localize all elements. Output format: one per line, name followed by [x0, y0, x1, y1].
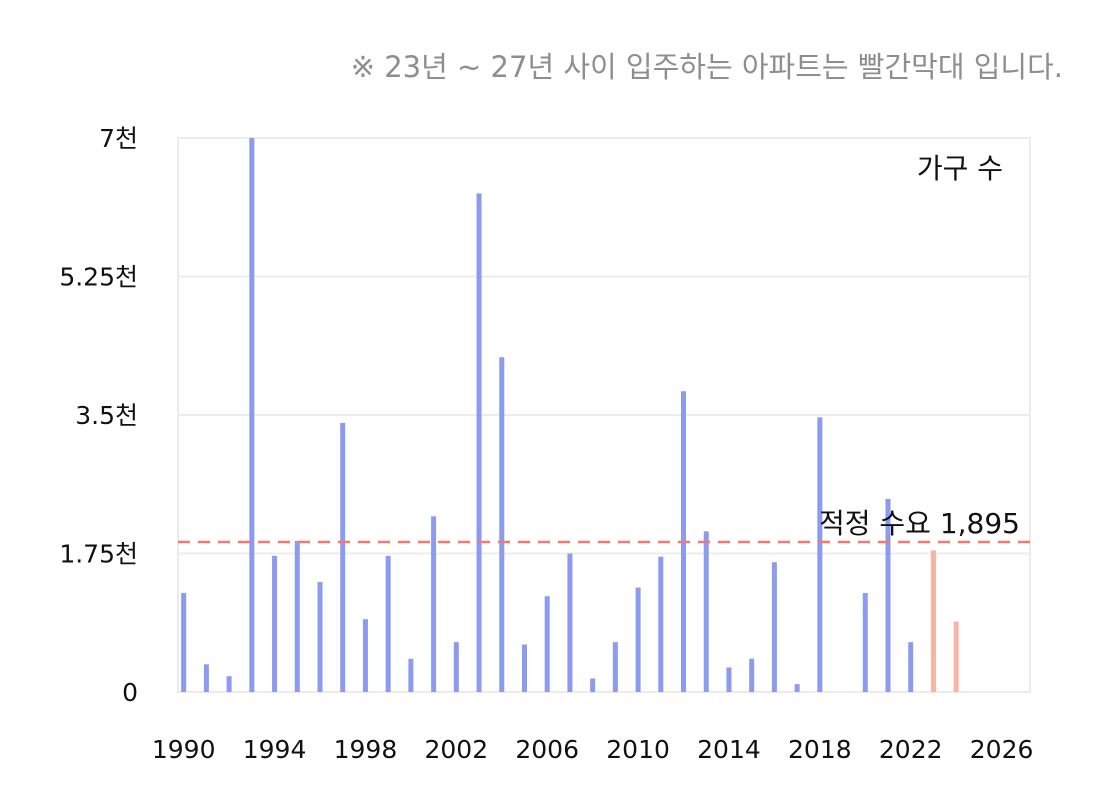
- bar-1994: [272, 555, 278, 692]
- bar-1993: [249, 138, 255, 692]
- x-tick-label: 2018: [788, 735, 852, 764]
- bar-1996: [317, 581, 323, 692]
- bar-2010: [635, 587, 641, 692]
- bar-1999: [385, 555, 391, 692]
- bar-2024: [953, 621, 959, 692]
- bar-2006: [544, 596, 550, 692]
- bar-2009: [612, 642, 618, 692]
- bar-2022: [908, 642, 914, 692]
- y-tick-label: 0: [122, 678, 138, 707]
- x-tick-label: 1998: [334, 735, 398, 764]
- y-tick-label: 1.75천: [59, 540, 138, 569]
- bar-1991: [203, 664, 209, 692]
- y-axis-tick-labels: 0 1.75천 3.5천 5.25천 7천: [59, 124, 138, 707]
- x-tick-label: 1994: [243, 735, 307, 764]
- bar-2004: [499, 357, 505, 692]
- bar-2015: [749, 658, 755, 692]
- x-tick-label: 1990: [152, 735, 216, 764]
- x-tick-label: 2002: [425, 735, 489, 764]
- chart-note: ※ 23년 ~ 27년 사이 입주하는 아파트는 빨간막대 입니다.: [351, 50, 1063, 84]
- bar-2017: [794, 684, 800, 692]
- bar-2023: [930, 550, 936, 692]
- x-tick-label: 2022: [879, 735, 943, 764]
- bar-2013: [703, 531, 709, 692]
- bar-2001: [431, 516, 437, 692]
- bar-1990: [181, 593, 187, 692]
- bar-2014: [726, 667, 732, 692]
- bar-2000: [408, 658, 414, 692]
- bar-2007: [567, 553, 573, 692]
- bar-1997: [340, 422, 346, 692]
- reference-line-label: 적정 수요 1,895: [819, 507, 1020, 540]
- y-tick-label: 3.5천: [75, 401, 138, 430]
- bar-2011: [658, 556, 664, 692]
- bar-2005: [521, 644, 527, 692]
- bar-2002: [453, 642, 459, 692]
- grid-lines: [177, 137, 1031, 693]
- bar-1995: [294, 540, 300, 692]
- bar-2008: [590, 678, 596, 692]
- bar-1998: [362, 619, 368, 692]
- x-tick-label: 2014: [697, 735, 761, 764]
- bar-2018: [817, 417, 823, 692]
- y-tick-label: 5.25천: [59, 263, 138, 292]
- x-tick-label: 2010: [606, 735, 670, 764]
- bar-1992: [226, 676, 232, 692]
- x-tick-label: 2006: [515, 735, 579, 764]
- x-axis-tick-labels: 1990 1994 1998 2002 2006 2010 2014 2018 2022 2026: [152, 735, 1034, 764]
- bar-2003: [476, 193, 482, 692]
- legend-label: 가구 수: [917, 152, 1003, 185]
- reference-line-group: 적정 수요 1,895: [178, 507, 1030, 544]
- bar-2016: [771, 562, 777, 692]
- bar-2020: [862, 593, 868, 692]
- x-tick-label: 2026: [970, 735, 1034, 764]
- bar-2021: [885, 498, 891, 692]
- y-tick-label: 7천: [99, 124, 138, 153]
